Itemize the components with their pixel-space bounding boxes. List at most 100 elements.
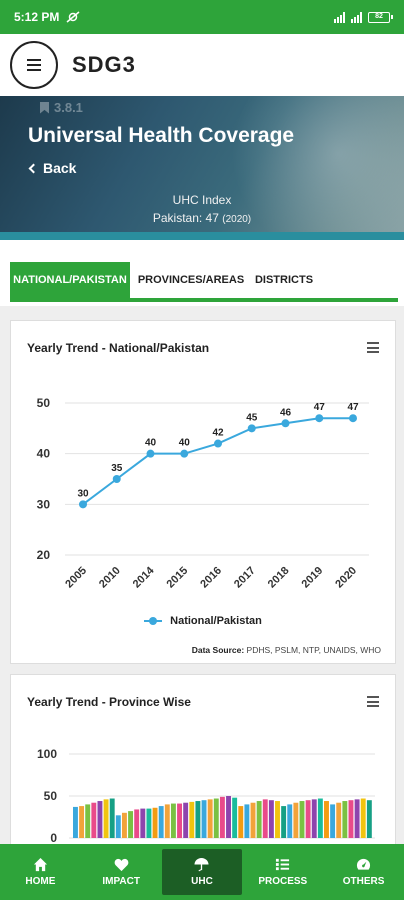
page-title: Universal Health Coverage bbox=[28, 124, 295, 147]
card-title-province: Yearly Trend - Province Wise bbox=[27, 695, 191, 709]
bar bbox=[275, 801, 280, 838]
bar bbox=[324, 801, 329, 838]
bar bbox=[140, 808, 146, 838]
x-tick-label: 2010 bbox=[97, 565, 123, 591]
signal-icon bbox=[334, 11, 345, 23]
card-title: Yearly Trend - National/Pakistan bbox=[27, 341, 210, 355]
battery-icon: 82 bbox=[368, 11, 393, 23]
back-link[interactable]: Back bbox=[28, 160, 77, 176]
bar bbox=[281, 806, 287, 838]
legend-marker bbox=[144, 617, 163, 625]
x-tick-label: 2018 bbox=[266, 565, 292, 591]
nav-others[interactable]: OTHERS bbox=[323, 844, 404, 900]
bar bbox=[177, 803, 183, 838]
x-tick-label: 2014 bbox=[131, 564, 157, 590]
bar bbox=[348, 800, 354, 838]
nav-process-label: PROCESS bbox=[258, 876, 308, 887]
bar bbox=[103, 799, 109, 838]
x-tick-label: 2017 bbox=[232, 565, 258, 591]
battery-level: 82 bbox=[375, 12, 383, 20]
data-point bbox=[315, 414, 324, 423]
home-icon bbox=[33, 857, 47, 872]
bar bbox=[121, 812, 127, 838]
data-label: 46 bbox=[280, 407, 292, 418]
x-tick-label: 2020 bbox=[333, 565, 359, 591]
data-point bbox=[214, 439, 222, 448]
bar bbox=[213, 798, 219, 838]
tab-national-pakistan[interactable]: NATIONAL/PAKISTAN bbox=[10, 262, 130, 298]
nav-impact-label: IMPACT bbox=[102, 876, 140, 887]
bar bbox=[354, 799, 360, 838]
bar bbox=[336, 802, 342, 838]
bar bbox=[195, 801, 201, 838]
nav-uhc-label: UHC bbox=[191, 876, 213, 887]
province-trend-card: Yearly Trend - Province Wise 0 50 100 bbox=[10, 674, 396, 854]
index-value-line: Pakistan: 47 (2020) bbox=[0, 211, 404, 225]
bar bbox=[311, 799, 317, 838]
bar bbox=[238, 806, 244, 838]
y-tick-label: 0 bbox=[50, 831, 57, 845]
bar bbox=[226, 796, 231, 838]
banner-strip bbox=[0, 232, 404, 240]
data-label: 30 bbox=[77, 488, 89, 499]
y-tick-label: 20 bbox=[37, 548, 51, 562]
back-label: Back bbox=[43, 160, 77, 176]
bar-chart: 0 50 100 bbox=[37, 747, 375, 845]
bar bbox=[97, 801, 103, 838]
data-source-label: Data Source: bbox=[191, 645, 245, 655]
data-point bbox=[281, 419, 290, 428]
bar bbox=[287, 804, 293, 838]
bar bbox=[244, 804, 250, 838]
nav-others-label: OTHERS bbox=[342, 876, 385, 887]
bar bbox=[158, 806, 164, 838]
data-point bbox=[247, 424, 256, 433]
banner-texture bbox=[184, 96, 404, 240]
nav-process[interactable]: PROCESS bbox=[242, 844, 323, 900]
bar bbox=[305, 800, 311, 838]
bar bbox=[330, 804, 336, 838]
data-label: 47 bbox=[314, 402, 326, 413]
bar bbox=[128, 811, 134, 838]
target-code-label: 3.8.1 bbox=[54, 100, 83, 115]
data-point bbox=[180, 449, 189, 458]
x-tick-label: 2005 bbox=[63, 565, 89, 591]
tab-districts[interactable]: DISTRICTS bbox=[254, 274, 314, 286]
national-trend-card: Yearly Trend - National/Pakistan 20 30 40 5… bbox=[10, 320, 396, 664]
data-source-value: PDHS, PSLM, NTP, UNAIDS, WHO bbox=[246, 645, 381, 655]
bookmark-icon bbox=[40, 101, 49, 114]
gauge-icon bbox=[357, 858, 371, 870]
tab-underline bbox=[10, 298, 398, 302]
y-tick-label: 50 bbox=[44, 789, 58, 803]
bar bbox=[109, 798, 115, 838]
bar bbox=[366, 800, 372, 838]
nav-uhc[interactable]: UHC bbox=[161, 849, 243, 895]
data-label: 45 bbox=[246, 412, 258, 423]
nav-home[interactable]: HOME bbox=[0, 844, 81, 900]
index-year: (2020) bbox=[222, 214, 252, 225]
bar bbox=[134, 809, 140, 838]
y-tick-label: 30 bbox=[37, 497, 51, 511]
chart-menu-icon-province[interactable] bbox=[367, 696, 379, 707]
data-label: 40 bbox=[145, 438, 157, 449]
bar bbox=[189, 801, 195, 838]
y-tick-label: 40 bbox=[37, 447, 51, 461]
app-bar: SDG3 bbox=[0, 34, 404, 96]
bar bbox=[207, 799, 213, 838]
bar bbox=[299, 801, 305, 838]
bar bbox=[79, 806, 85, 838]
bar bbox=[262, 799, 268, 838]
bar bbox=[250, 802, 256, 838]
bar bbox=[152, 807, 158, 838]
nav-impact[interactable]: IMPACT bbox=[81, 844, 162, 900]
tab-provinces-areas[interactable]: PROVINCES/AREAS bbox=[137, 274, 245, 286]
bar bbox=[256, 801, 262, 838]
menu-button[interactable] bbox=[10, 41, 58, 89]
data-label: 47 bbox=[347, 402, 359, 413]
umbrella-icon bbox=[194, 857, 210, 872]
chart-menu-icon[interactable] bbox=[367, 342, 379, 353]
bar bbox=[232, 797, 238, 838]
bottom-navigation: HOME IMPACT UHC PROCESS OTHERS bbox=[0, 844, 404, 900]
chart-legend[interactable]: National/Pakistan bbox=[11, 615, 395, 627]
settings-status-icon bbox=[66, 11, 80, 23]
bar bbox=[170, 803, 176, 838]
